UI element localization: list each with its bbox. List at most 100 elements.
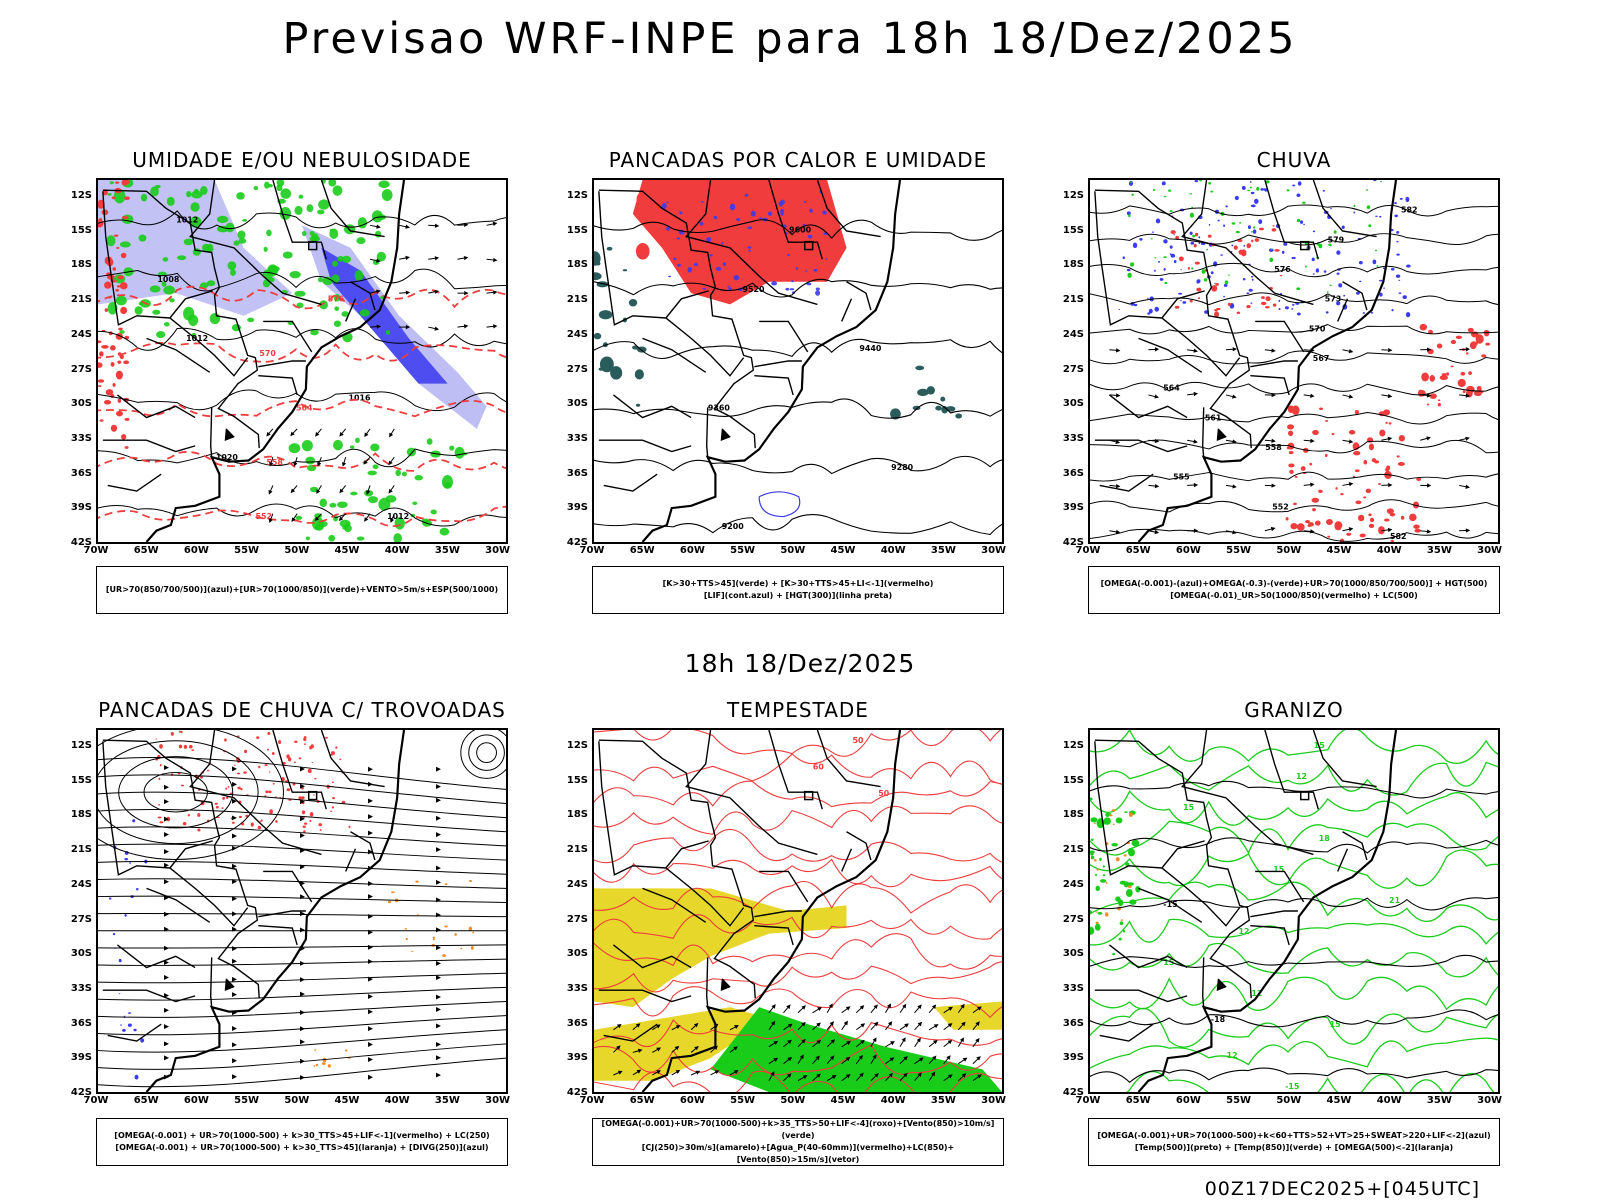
humidity-green-cells-mark	[161, 281, 167, 287]
temp850-andes-mark	[1090, 850, 1095, 854]
humidity-green-cells-mark	[191, 190, 203, 199]
lat-tick-label: 24S	[566, 878, 588, 890]
humidity-green-cells-mark	[236, 192, 245, 200]
temp850-andes-mark	[1100, 879, 1107, 883]
omega-blue-mark	[1399, 197, 1403, 200]
streamline-arrowhead	[436, 797, 441, 803]
streamline-line	[98, 944, 506, 949]
omega-green-mark	[1235, 230, 1240, 234]
contour-label: 50	[852, 736, 864, 745]
geography	[1094, 730, 1398, 1092]
temp500-line	[1090, 1009, 1498, 1028]
instability-teal-west	[594, 246, 647, 407]
thickness-line	[98, 342, 506, 363]
flow-arrowhead	[1426, 347, 1432, 352]
temp500	[1090, 780, 1498, 1084]
contour-label: 570	[259, 349, 276, 358]
hgt300-line	[594, 514, 1002, 536]
humidity-green-south-mark	[454, 446, 465, 459]
humidity-green-cells-mark	[163, 322, 170, 327]
temp850-andes-mark	[1090, 838, 1094, 841]
omega-blue-mark	[1312, 273, 1315, 275]
humidity-green-south-mark	[372, 464, 379, 470]
wind-north-arrowhead	[493, 257, 498, 263]
lat-tick-label: 24S	[1062, 878, 1084, 890]
storm-orange-south-mark	[322, 1057, 327, 1063]
humidity-green-south-mark	[319, 498, 328, 508]
rain-red-central-mark	[1233, 245, 1238, 250]
omega-blue-mark	[1151, 231, 1155, 233]
lat-tick-label: 33S	[70, 982, 92, 994]
humidity-red-andes-mark	[116, 410, 123, 417]
vector850-arrowhead	[873, 1021, 879, 1027]
humidity-red-andes-mark	[110, 361, 115, 367]
wind-north-arrowhead	[405, 224, 410, 229]
humidity-green-south-mark	[449, 445, 455, 451]
humidity-green-cells-mark	[302, 230, 307, 237]
streamline-arrowhead	[300, 1039, 305, 1045]
rain-red-central-mark	[1251, 239, 1254, 243]
omega-green-mark	[1296, 218, 1301, 223]
vector850-arrowhead	[890, 1041, 895, 1046]
lon-tick-label: 50W	[1276, 545, 1302, 556]
lat-tick-label: 27S	[566, 913, 588, 925]
storm-orange-mark	[416, 913, 419, 915]
flow-arrowhead	[1310, 438, 1315, 443]
wind-arrowhead	[364, 517, 369, 522]
storm-red-mark	[159, 744, 163, 749]
state-border	[189, 180, 322, 306]
storm-orange-mark	[468, 926, 473, 931]
rain-red-south-mark	[1365, 488, 1372, 494]
storm-orange-south-mark	[321, 1062, 326, 1065]
vector850-west-arrowhead	[694, 1045, 699, 1051]
omega-blue-mark	[1375, 215, 1378, 217]
storm-red-mark	[339, 758, 342, 761]
instability-red-cells-mark	[786, 206, 796, 213]
humidity-green-south-mark	[310, 486, 319, 493]
flow-arrowhead	[1465, 484, 1470, 489]
state-border	[1264, 730, 1319, 810]
humidity-green-cells-mark	[385, 329, 391, 335]
temp850-andes-mark	[1129, 899, 1137, 905]
omega500-orange-mark	[1096, 868, 1099, 871]
streamline-arrowhead	[232, 1026, 237, 1031]
vector850-arrowhead	[845, 1056, 851, 1062]
lat-tick-label: 42S	[1062, 1087, 1084, 1098]
rain-red-east-mark	[1429, 393, 1437, 399]
lat-tick-label: 39S	[70, 502, 92, 514]
divg-blue-mark	[124, 913, 127, 917]
contour-label: 9440	[859, 344, 882, 353]
lon-tick-label: 35W	[434, 1095, 460, 1106]
streamline-arrowhead	[368, 798, 373, 804]
lif-blue-mark	[747, 246, 752, 249]
vector850-arrowhead	[888, 1072, 894, 1078]
map-panel: 1012 1008 1012 1016 1020 1012 576 570 564 558 552	[96, 178, 508, 544]
lif-blue-mark	[822, 210, 827, 215]
rain-red-central-mark	[1216, 307, 1221, 311]
omega-green-mark	[1269, 257, 1274, 262]
omega-green-mark	[1163, 256, 1167, 259]
humidity-green-cells-mark	[341, 255, 352, 263]
omega500-orange-mark	[1105, 912, 1109, 917]
geography	[102, 730, 406, 1092]
omega-blue-mark	[1338, 283, 1343, 288]
legend-box: [OMEGA(-0.001)+UR>70(1000-500)+k>35_TTS>…	[592, 1118, 1004, 1166]
lat-tick-label: 21S	[70, 294, 92, 306]
humidity-green-cells-mark	[230, 269, 236, 276]
storm-orange-south-mark	[314, 1049, 317, 1051]
streamline-line	[98, 912, 506, 918]
divg-blue-mark	[118, 958, 122, 963]
storm-red-mark	[243, 771, 247, 774]
omega-green-mark	[1152, 189, 1156, 191]
pw-red-line	[594, 858, 1002, 888]
vector850-west-arrowhead	[656, 1070, 661, 1075]
state-border	[598, 741, 709, 876]
streamline-line	[98, 972, 506, 984]
humidity-green-cells-mark	[216, 225, 229, 233]
lat-tick-label: 33S	[566, 432, 588, 444]
omega-blue-mark	[1214, 282, 1216, 284]
flow-arrowhead	[1388, 348, 1393, 353]
instability-teal-west-mark	[610, 366, 623, 380]
humidity-green-cells-mark	[119, 330, 125, 334]
lat-tick-label: 27S	[70, 913, 92, 925]
